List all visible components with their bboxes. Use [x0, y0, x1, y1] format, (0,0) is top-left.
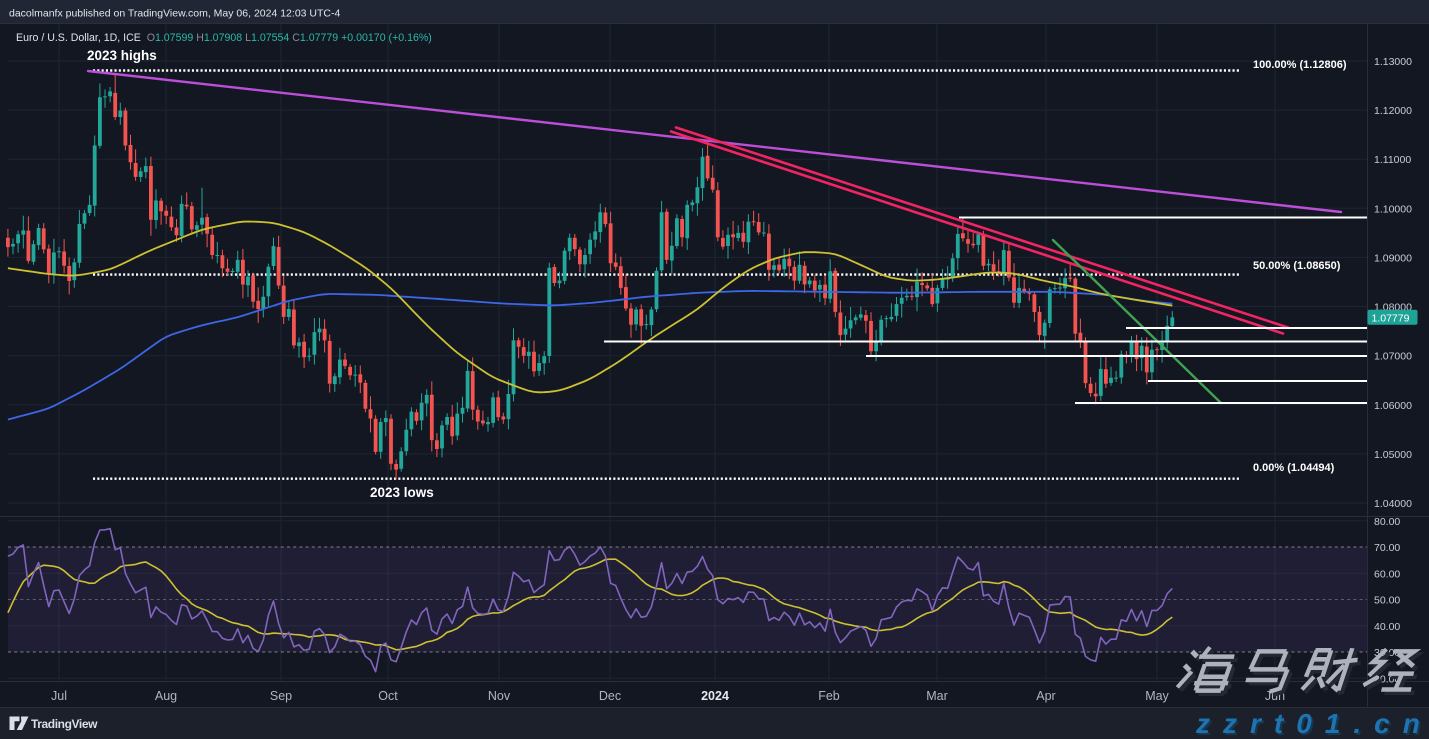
svg-text:Euro / U.S. Dollar, 1D, ICE O: Euro / U.S. Dollar, 1D, ICE O1.07599 H1.… [16, 32, 432, 44]
svg-text:50.00% (1.08650): 50.00% (1.08650) [1253, 260, 1341, 272]
svg-text:Oct: Oct [378, 689, 398, 703]
svg-text:60.00: 60.00 [1374, 568, 1400, 580]
svg-text:1.13000: 1.13000 [1374, 56, 1412, 68]
svg-text:Sep: Sep [270, 689, 292, 703]
svg-text:1.10000: 1.10000 [1374, 203, 1412, 215]
svg-text:1.12000: 1.12000 [1374, 105, 1412, 117]
svg-text:2024: 2024 [701, 689, 729, 703]
svg-text:Feb: Feb [818, 689, 840, 703]
svg-text:zzrt01.cn: zzrt01.cn [1195, 708, 1429, 739]
svg-text:Jul: Jul [51, 689, 67, 703]
svg-text:Nov: Nov [488, 689, 511, 703]
svg-text:TradingView: TradingView [31, 717, 98, 731]
svg-text:Mar: Mar [926, 689, 948, 703]
svg-text:40.00: 40.00 [1374, 621, 1400, 633]
svg-text:100.00% (1.12806): 100.00% (1.12806) [1253, 59, 1347, 71]
svg-text:50.00: 50.00 [1374, 595, 1400, 607]
svg-text:zzrt01.cn: zzrt01.cn [1197, 710, 1429, 739]
svg-text:1.11000: 1.11000 [1374, 154, 1411, 166]
svg-text:dacolmanfx published on Tradin: dacolmanfx published on TradingView.com,… [9, 8, 340, 20]
svg-text:1.07779: 1.07779 [1372, 312, 1410, 324]
svg-text:Apr: Apr [1036, 689, 1055, 703]
svg-text:0.00% (1.04494): 0.00% (1.04494) [1253, 462, 1335, 474]
svg-text:1.04000: 1.04000 [1374, 498, 1412, 510]
svg-text:2023 lows: 2023 lows [370, 485, 434, 500]
svg-text:70.00: 70.00 [1374, 542, 1400, 554]
svg-text:1.06000: 1.06000 [1374, 400, 1412, 412]
svg-text:Aug: Aug [155, 689, 177, 703]
svg-text:2023 highs: 2023 highs [87, 48, 157, 63]
svg-text:Dec: Dec [599, 689, 621, 703]
svg-text:1.07000: 1.07000 [1374, 351, 1412, 363]
svg-text:80.00: 80.00 [1374, 516, 1400, 528]
svg-text:1.09000: 1.09000 [1374, 252, 1412, 264]
svg-text:1.05000: 1.05000 [1374, 449, 1412, 461]
svg-text:May: May [1145, 689, 1169, 703]
